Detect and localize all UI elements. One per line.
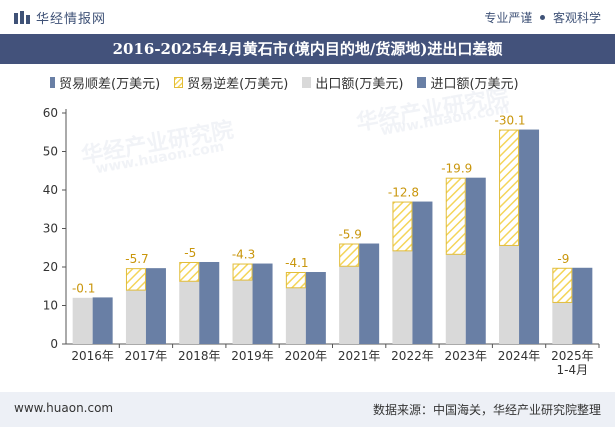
export-bar [445,254,466,344]
export-bar [285,287,306,344]
bullet-icon [540,15,546,20]
x-tick-label: 2023年 [444,349,487,363]
export-bar [392,250,413,344]
x-tick-label: 2021年 [338,349,381,363]
import-bar [305,272,326,344]
deficit-bar [445,177,466,255]
legend-swatch-import [417,77,427,88]
data-label: -30.1 [495,114,526,128]
legend-item-deficit: 贸易逆差(万美元) [174,73,288,92]
top-bar: 华经情报网 专业严谨 客观科学 [0,0,615,34]
deficit-bar [232,263,253,281]
data-label: -4.1 [285,256,308,270]
import-bar [252,263,273,344]
legend-label-import: 进口额(万美元) [430,77,519,92]
export-bar [552,302,573,344]
deficit-bar [499,129,520,246]
import-bar [145,268,166,344]
x-tick-label: 1-4月 [557,363,589,377]
data-label: -9 [557,252,569,266]
y-tick-label: 40 [43,183,58,197]
export-bar [179,281,200,344]
export-bar [499,245,520,344]
y-tick-label: 10 [43,299,58,313]
import-bar [519,129,540,344]
import-bar [359,243,380,344]
y-tick-label: 20 [43,260,58,274]
legend-label-deficit: 贸易逆差(万美元) [187,77,289,92]
legend-item-surplus: 贸易顺差(万美元) [50,73,160,92]
legend-label-surplus: 贸易顺差(万美元) [59,77,161,92]
brand-logo-icon [14,10,30,24]
data-label: -12.8 [388,186,419,200]
import-bar [412,201,433,344]
footer-source: 数据来源：中国海关，华经产业研究院整理 [372,403,601,417]
brand[interactable]: 华经情报网 [14,8,106,27]
x-tick-label: 2017年 [125,349,168,363]
export-bar [339,266,360,344]
brand-name: 华经情报网 [36,12,107,27]
y-tick-label: 0 [50,337,58,351]
import-bar [465,177,486,344]
x-tick-label: 2025年 [551,349,594,363]
slogan-left: 专业严谨 [484,11,533,25]
slogan-right: 客观科学 [552,11,601,25]
footer-site-link[interactable]: www.huaon.com [14,401,114,415]
legend-item-export: 出口额(万美元) [302,73,403,92]
chart-legend: 贸易顺差(万美元) 贸易逆差(万美元) 出口额(万美元) 进口额(万美元) [50,73,533,92]
deficit-bar [125,268,146,291]
bar-chart: 0 10 20 30 40 50 60 -0.1 2016年 -5.7 2017年 -5 2018年 -4… [43,106,600,377]
y-tick-label: 50 [43,145,58,159]
deficit-bar [552,267,573,303]
deficit-bar [339,243,360,267]
legend-swatch-deficit [174,77,184,88]
x-tick-label: 2019年 [231,349,274,363]
x-tick-label: 2022年 [391,349,434,363]
import-bar [199,261,220,344]
data-label: -0.1 [72,281,95,295]
legend-swatch-export [302,77,312,88]
x-tick-label: 2016年 [71,349,114,363]
import-bar [572,267,593,344]
legend-label-export: 出口额(万美元) [315,77,404,92]
data-label: -5.9 [338,228,361,242]
deficit-bar [179,261,200,282]
x-tick-label: 2020年 [285,349,328,363]
export-bar [232,280,253,344]
deficit-bar [285,272,306,289]
footer: www.huaon.com 数据来源：中国海关，华经产业研究院整理 [0,392,615,427]
data-label: -4.3 [232,248,255,262]
data-label: -19.9 [441,162,472,176]
x-tick-label: 2024年 [498,349,541,363]
y-tick-label: 30 [43,222,58,236]
export-bar [125,290,146,344]
import-bar [92,297,113,344]
data-label: -5.7 [125,252,148,266]
export-bar [72,297,93,344]
data-label: -5 [184,246,196,260]
legend-swatch-surplus [50,77,55,88]
chart-title: 2016-2025年4月黄石市(境内目的地/货源地)进出口差额 [0,34,615,64]
deficit-bar [392,201,413,252]
x-tick-label: 2018年 [178,349,221,363]
legend-item-import: 进口额(万美元) [417,73,519,92]
slogan: 专业严谨 客观科学 [484,9,601,26]
y-tick-label: 60 [43,106,58,120]
